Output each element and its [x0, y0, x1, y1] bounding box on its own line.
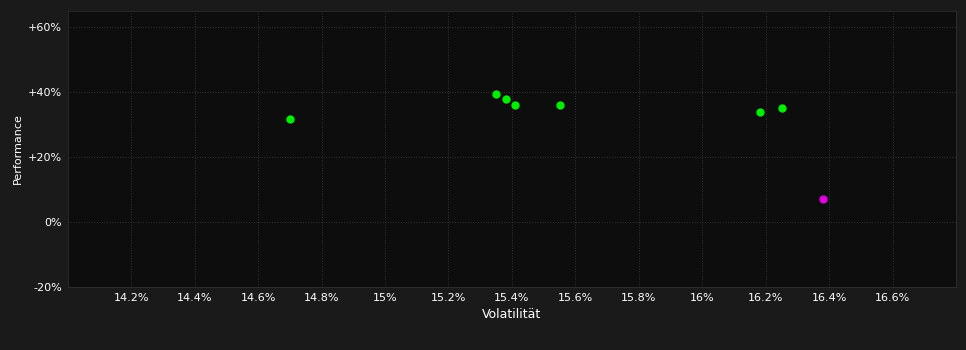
Y-axis label: Performance: Performance — [13, 113, 22, 184]
X-axis label: Volatilität: Volatilität — [482, 308, 542, 321]
